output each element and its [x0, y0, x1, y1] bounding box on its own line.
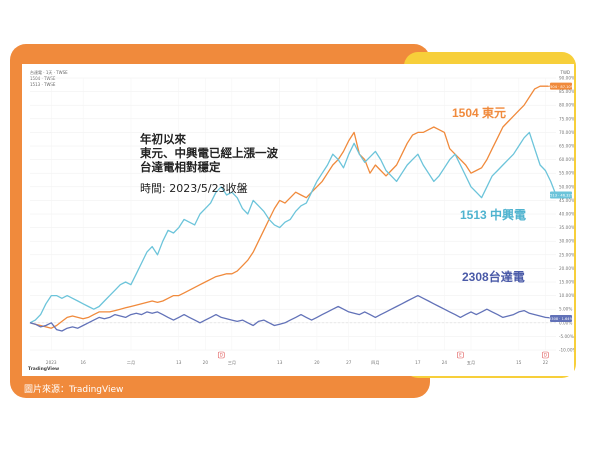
y-tick-label: 60.00% [559, 157, 574, 162]
x-tick-label: 2023 [46, 360, 57, 365]
x-tick-label: 五月 [467, 360, 475, 366]
event-marker [542, 351, 549, 359]
series-label-tong: 1504 東元 [452, 106, 507, 120]
mini-legend: 台達電 · 1天 · TWSE 1504 · TWSE 1513 · TWSE [30, 70, 68, 88]
y-tick-label: 10.00% [559, 293, 574, 298]
series-line-delta [29, 294, 557, 332]
annotation-line-2: 東元、中興電已經上漲一波 [140, 146, 278, 160]
x-tick-label: 20 [314, 360, 320, 365]
x-tick-label: 24 [442, 360, 448, 365]
source-caption: 圖片來源：TradingView [24, 385, 124, 395]
y-tick-label: -5.00% [559, 334, 574, 339]
annotation-date: 時間: 2023/5/23收盤 [140, 182, 248, 195]
x-tick-label: 20 [203, 360, 209, 365]
y-tick-label: 20.00% [559, 266, 574, 271]
y-tick-label: 55.00% [559, 171, 574, 176]
x-tick-label: 三月 [228, 360, 236, 366]
x-tick-label: 16 [80, 360, 86, 365]
event-marker-label: E [459, 353, 462, 358]
y-tick-label: 50.00% [559, 184, 574, 189]
event-marker-label: D [220, 353, 223, 358]
x-tick-label: 四月 [371, 360, 379, 366]
y-tick-label: 35.00% [559, 225, 574, 230]
end-value-badge [550, 82, 572, 90]
end-value-badge-text: 2308 · 1.64% [549, 317, 574, 321]
y-tick-label: 25.00% [559, 252, 574, 257]
y-tick-label: 75.00% [559, 116, 574, 121]
end-value-badge-text: 1504 · 87.10% [548, 85, 574, 89]
y-tick-label: 5.00% [559, 307, 572, 312]
series-label-chung: 1513 中興電 [460, 208, 527, 222]
y-tick-label: 70.00% [559, 130, 574, 135]
end-value-badge-text: 1513 · 46.32% [548, 194, 574, 198]
y-tick-label: 0.00% [559, 320, 572, 325]
event-marker [457, 351, 464, 359]
y-tick-label: 85.00% [559, 89, 574, 94]
x-tick-label: 22 [543, 360, 549, 365]
y-tick-label: 30.00% [559, 239, 574, 244]
mini-legend-item: 台達電 · 1天 · TWSE [30, 70, 68, 75]
y-tick-label: 15.00% [559, 280, 574, 285]
y-tick-label: 90.00% [559, 76, 574, 81]
comparison-line-chart: -10.00% -5.00% 0.00% 5.00% 10.00% 15.00% 20.00… [29, 76, 574, 366]
x-tick-label: 15 [516, 360, 522, 365]
x-tick-label: 27 [346, 360, 352, 365]
event-marker-label: D [544, 353, 547, 358]
series-label-delta: 2308台達電 [462, 270, 525, 284]
annotation-line-3: 台達電相對穩定 [140, 160, 221, 174]
mini-legend-item: 1513 · TWSE [30, 82, 56, 87]
y-tick-label: 80.00% [559, 103, 574, 108]
chart-panel: 台達電 · 1天 · TWSE 1504 · TWSE 1513 · TWSE … [22, 64, 574, 376]
series-line-tong [29, 85, 556, 329]
y-tick-label: -10.00% [559, 348, 574, 353]
annotation-line-1: 年初以來 [140, 132, 186, 146]
annotation-block: 年初以來 東元、中興電已經上漲一波 台達電相對穩定 時間: 2023/5/23收… [140, 132, 278, 196]
y-tick-label: 40.00% [559, 212, 574, 217]
x-tick-label: 二月 [127, 360, 135, 366]
x-tick-label: 13 [277, 360, 283, 365]
end-value-badge [550, 191, 572, 199]
mini-legend-item: 1504 · TWSE [30, 76, 56, 81]
x-tick-label: 17 [415, 360, 421, 365]
x-tick-label: 13 [176, 360, 182, 365]
tradingview-logo: TradingView [28, 367, 60, 372]
y-tick-label: 65.00% [559, 144, 574, 149]
axis-unit: TWD [560, 70, 570, 75]
event-marker [217, 351, 225, 359]
series-line-chung [29, 131, 557, 324]
end-value-badge [550, 314, 572, 322]
y-tick-label: 45.00% [559, 198, 574, 203]
